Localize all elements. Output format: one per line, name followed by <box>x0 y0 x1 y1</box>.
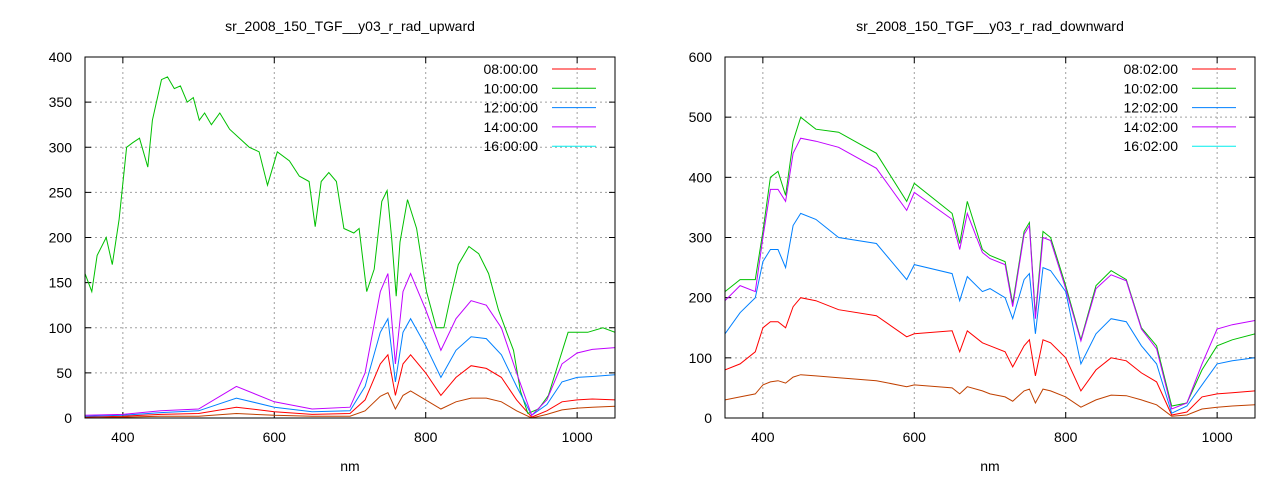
x-tick-label: 800 <box>414 429 438 445</box>
x-axis-label: nm <box>340 458 359 474</box>
x-tick-label: 600 <box>263 429 287 445</box>
x-tick-label: 600 <box>903 429 927 445</box>
y-tick-label: 300 <box>49 139 73 155</box>
series-line-12-02-00 <box>725 212 1255 414</box>
legend-label: 10:02:00 <box>1124 80 1179 96</box>
legend-label: 08:02:00 <box>1124 61 1179 77</box>
x-axis-label: nm <box>980 458 999 474</box>
series-line-14-00-00 <box>85 272 615 417</box>
legend-label: 16:02:00 <box>1124 138 1179 154</box>
x-tick-label: 1000 <box>562 429 593 445</box>
plot-border <box>84 56 616 419</box>
series-line-08-00-00 <box>85 353 615 418</box>
legend-label: 12:00:00 <box>484 100 539 116</box>
y-tick-label: 200 <box>689 290 713 306</box>
legend-label: 14:00:00 <box>484 119 539 135</box>
y-tick-label: 100 <box>689 350 713 366</box>
series-line-14-02-00 <box>725 137 1255 410</box>
legend-label: 14:02:00 <box>1124 119 1179 135</box>
y-tick-label: 300 <box>689 230 713 246</box>
x-tick-label: 800 <box>1054 429 1078 445</box>
y-tick-label: 50 <box>56 365 72 381</box>
x-tick-label: 1000 <box>1202 429 1233 445</box>
y-tick-label: 400 <box>689 169 713 185</box>
series-line-08-02-00 <box>725 297 1255 416</box>
chart-title: sr_2008_150_TGF__y03_r_rad_downward <box>856 18 1124 34</box>
series-line-16-00-00 <box>85 390 615 418</box>
series-line-10-00-00 <box>85 76 615 415</box>
y-tick-label: 100 <box>49 320 73 336</box>
y-tick-label: 600 <box>689 49 713 65</box>
y-tick-label: 250 <box>49 184 73 200</box>
y-tick-label: 200 <box>49 230 73 246</box>
legend-label: 10:00:00 <box>484 80 539 96</box>
series-line-10-02-00 <box>725 116 1255 407</box>
y-tick-label: 400 <box>49 49 73 65</box>
y-tick-label: 0 <box>64 410 72 426</box>
y-tick-label: 500 <box>689 109 713 125</box>
legend-label: 08:00:00 <box>484 61 539 77</box>
y-tick-label: 0 <box>704 410 712 426</box>
series-line-16-02-00 <box>725 374 1255 417</box>
legend-label: 16:00:00 <box>484 138 539 154</box>
chart-title: sr_2008_150_TGF__y03_r_rad_upward <box>225 18 475 34</box>
y-tick-label: 150 <box>49 275 73 291</box>
series-line-12-00-00 <box>85 317 615 417</box>
y-tick-label: 350 <box>49 94 73 110</box>
plot-border <box>724 56 1256 419</box>
x-tick-label: 400 <box>111 429 135 445</box>
x-tick-label: 400 <box>751 429 775 445</box>
legend-label: 12:02:00 <box>1124 100 1179 116</box>
